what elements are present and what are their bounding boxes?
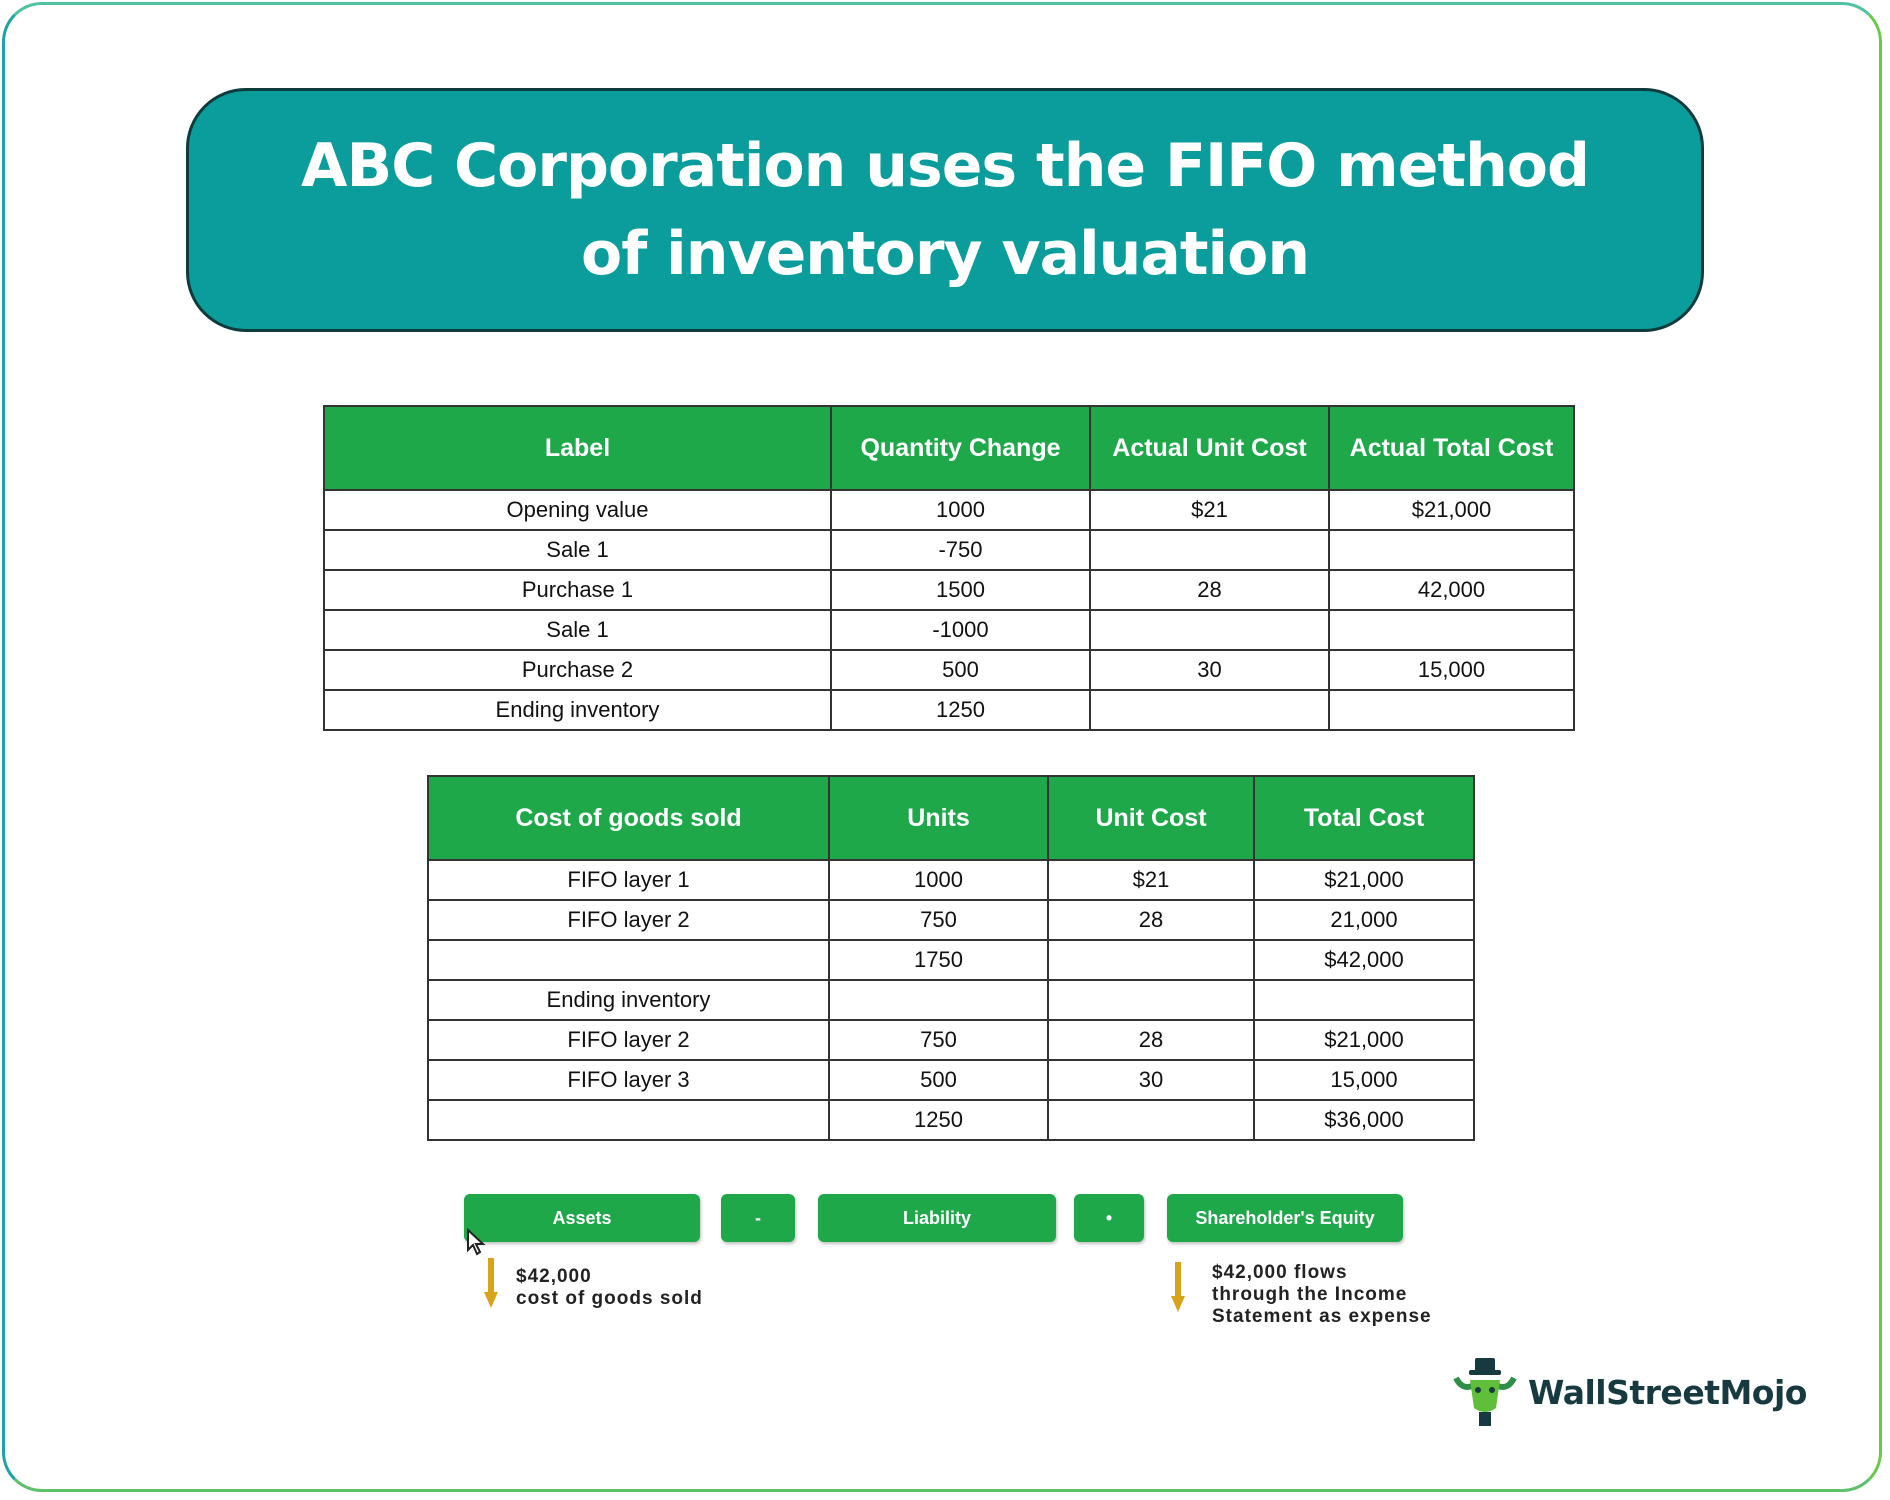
column-header: Actual Total Cost bbox=[1328, 405, 1575, 491]
table-cell bbox=[1089, 609, 1330, 651]
table-cell: $21 bbox=[1047, 859, 1255, 901]
table-cell bbox=[1328, 689, 1575, 731]
table-cell bbox=[1047, 1099, 1255, 1141]
mouse-cursor-icon bbox=[467, 1228, 486, 1256]
shareholders-equity-label: Shareholder's Equity bbox=[1195, 1207, 1375, 1228]
table-cell: Sale 1 bbox=[323, 609, 832, 651]
table-cell: $21,000 bbox=[1253, 1019, 1475, 1061]
table-row: Purchase 2 500 30 15,000 bbox=[323, 649, 1575, 691]
table-cell: 28 bbox=[1047, 1019, 1255, 1061]
table-cell: 1000 bbox=[828, 859, 1049, 901]
table-cell: FIFO layer 2 bbox=[427, 899, 830, 941]
table-cell bbox=[1328, 529, 1575, 571]
inventory-transactions-table: Label Quantity Change Actual Unit Cost A… bbox=[323, 405, 1575, 731]
table-cell bbox=[1253, 979, 1475, 1021]
table-cell: FIFO layer 3 bbox=[427, 1059, 830, 1101]
table-cell: 15,000 bbox=[1253, 1059, 1475, 1101]
table-cell: Ending inventory bbox=[427, 979, 830, 1021]
table-header-row: Cost of goods sold Units Unit Cost Total… bbox=[427, 775, 1475, 861]
assets-box: Assets bbox=[464, 1194, 700, 1242]
cogs-note: $42,000 cost of goods sold bbox=[516, 1266, 703, 1309]
column-header: Label bbox=[323, 405, 832, 491]
table-cell: $21 bbox=[1089, 489, 1330, 531]
title-banner: ABC Corporation uses the FIFO method of … bbox=[186, 88, 1704, 332]
table-cell: FIFO layer 2 bbox=[427, 1019, 830, 1061]
table-cell: 750 bbox=[828, 1019, 1049, 1061]
table-cell: 750 bbox=[828, 899, 1049, 941]
table-cell: Ending inventory bbox=[323, 689, 832, 731]
liability-label: Liability bbox=[902, 1207, 971, 1228]
assets-label: Assets bbox=[552, 1207, 612, 1228]
table-cell: $21,000 bbox=[1328, 489, 1575, 531]
table-cell bbox=[1328, 609, 1575, 651]
table-row: FIFO layer 2 750 28 21,000 bbox=[427, 899, 1475, 941]
table-cell bbox=[828, 979, 1049, 1021]
shareholders-equity-box: Shareholder's Equity bbox=[1167, 1194, 1403, 1242]
table-row: 1750 $42,000 bbox=[427, 939, 1475, 981]
down-arrow-icon bbox=[484, 1258, 498, 1308]
table-cell bbox=[1047, 979, 1255, 1021]
table-cell bbox=[1089, 689, 1330, 731]
dot-operator: • bbox=[1074, 1194, 1144, 1242]
table-cell: 28 bbox=[1089, 569, 1330, 611]
table-row: Sale 1 -1000 bbox=[323, 609, 1575, 651]
table-cell: Purchase 1 bbox=[323, 569, 832, 611]
table-cell: 1000 bbox=[830, 489, 1091, 531]
table-cell bbox=[427, 1099, 830, 1141]
column-header: Unit Cost bbox=[1047, 775, 1255, 861]
down-arrow-icon bbox=[1171, 1262, 1185, 1312]
table-row: FIFO layer 3 500 30 15,000 bbox=[427, 1059, 1475, 1101]
table-cell: 1250 bbox=[830, 689, 1091, 731]
table-cell bbox=[1047, 939, 1255, 981]
dot-operator-label: • bbox=[1105, 1207, 1113, 1228]
table-row: Ending inventory bbox=[427, 979, 1475, 1021]
table-row: 1250 $36,000 bbox=[427, 1099, 1475, 1141]
table-cell: 42,000 bbox=[1328, 569, 1575, 611]
liability-box: Liability bbox=[818, 1194, 1056, 1242]
table-cell: 500 bbox=[828, 1059, 1049, 1101]
column-header: Actual Unit Cost bbox=[1089, 405, 1330, 491]
table-row: Ending inventory 1250 bbox=[323, 689, 1575, 731]
table-cell: 28 bbox=[1047, 899, 1255, 941]
page-title: ABC Corporation uses the FIFO method of … bbox=[301, 131, 1590, 289]
cost-of-goods-sold-table: Cost of goods sold Units Unit Cost Total… bbox=[427, 775, 1475, 1141]
column-header: Total Cost bbox=[1253, 775, 1475, 861]
brand-logo: WallStreetMojo bbox=[1452, 1356, 1807, 1428]
table-cell: $21,000 bbox=[1253, 859, 1475, 901]
table-cell: Opening value bbox=[323, 489, 832, 531]
minus-operator-label: - bbox=[755, 1207, 761, 1228]
table-cell: 15,000 bbox=[1328, 649, 1575, 691]
table-row: Opening value 1000 $21 $21,000 bbox=[323, 489, 1575, 531]
brand-name: WallStreetMojo bbox=[1528, 1372, 1807, 1412]
table-row: Purchase 1 1500 28 42,000 bbox=[323, 569, 1575, 611]
table-header-row: Label Quantity Change Actual Unit Cost A… bbox=[323, 405, 1575, 491]
table-row: FIFO layer 1 1000 $21 $21,000 bbox=[427, 859, 1475, 901]
table-cell: 21,000 bbox=[1253, 899, 1475, 941]
minus-operator: - bbox=[721, 1194, 795, 1242]
table-cell: -750 bbox=[830, 529, 1091, 571]
table-cell: FIFO layer 1 bbox=[427, 859, 830, 901]
table-row: Sale 1 -750 bbox=[323, 529, 1575, 571]
table-cell: -1000 bbox=[830, 609, 1091, 651]
table-cell bbox=[427, 939, 830, 981]
table-cell: 1250 bbox=[828, 1099, 1049, 1141]
table-cell: 1500 bbox=[830, 569, 1091, 611]
table-cell: Purchase 2 bbox=[323, 649, 832, 691]
table-cell: Sale 1 bbox=[323, 529, 832, 571]
bull-mascot-icon bbox=[1453, 1358, 1517, 1426]
table-cell: $36,000 bbox=[1253, 1099, 1475, 1141]
table-cell bbox=[1089, 529, 1330, 571]
table-cell: 30 bbox=[1089, 649, 1330, 691]
table-cell: 500 bbox=[830, 649, 1091, 691]
table-cell: $42,000 bbox=[1253, 939, 1475, 981]
column-header: Cost of goods sold bbox=[427, 775, 830, 861]
expense-flow-note: $42,000 flows through the Income Stateme… bbox=[1212, 1262, 1432, 1327]
column-header: Units bbox=[828, 775, 1049, 861]
column-header: Quantity Change bbox=[830, 405, 1091, 491]
table-cell: 1750 bbox=[828, 939, 1049, 981]
table-cell: 30 bbox=[1047, 1059, 1255, 1101]
table-row: FIFO layer 2 750 28 $21,000 bbox=[427, 1019, 1475, 1061]
